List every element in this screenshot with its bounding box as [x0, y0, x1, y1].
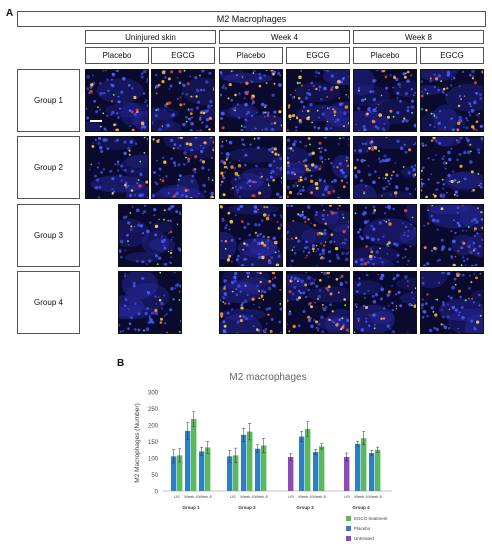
x-tick-label: Week 8 [368, 494, 382, 499]
y-tick-label: 50 [151, 473, 158, 479]
bar [361, 438, 367, 491]
legend-entry: EGCG treatment [354, 516, 388, 521]
x-tick-label: Week 4 [240, 494, 254, 499]
legend-swatch [346, 536, 351, 541]
bar [233, 455, 239, 491]
bar [313, 452, 319, 491]
micrograph-image [151, 69, 215, 132]
x-tick-label: US [344, 494, 350, 499]
group-row-label: Group 3 [17, 204, 80, 267]
bar [344, 457, 350, 491]
micrograph-image [420, 136, 484, 199]
x-tick-label: Week 4 [298, 494, 312, 499]
legend-entry: Untreated [354, 536, 374, 541]
y-tick-label: 100 [148, 456, 159, 462]
y-tick-label: 150 [148, 440, 159, 446]
bar [205, 447, 211, 491]
bar [288, 457, 294, 491]
legend-entry: Placebo [354, 526, 371, 531]
bar [185, 430, 191, 491]
panel-b-label: B [117, 358, 125, 369]
bar [319, 446, 325, 491]
bar [247, 431, 253, 491]
micrograph-image [85, 136, 149, 199]
bar [199, 451, 205, 491]
y-tick-label: 300 [148, 390, 159, 396]
treatment-header: Placebo [353, 47, 417, 64]
micrograph-image [118, 204, 182, 267]
treatment-header: EGCG [286, 47, 350, 64]
micrograph-image [353, 271, 417, 334]
group-label: Group 3 [296, 505, 314, 510]
micrograph-image [353, 136, 417, 199]
x-tick-label: US [288, 494, 294, 499]
group-row-label: Group 2 [17, 136, 80, 199]
group-label: Group 2 [238, 505, 256, 510]
treatment-header: Placebo [85, 47, 149, 64]
legend-swatch [346, 516, 351, 521]
timepoint-header: Week 4 [219, 30, 350, 44]
x-tick-label: Week 8 [254, 494, 268, 499]
x-tick-label: Week 8 [312, 494, 326, 499]
treatment-header: EGCG [151, 47, 215, 64]
y-axis-label: M2 Macrophages (Number) [134, 403, 141, 482]
bar [255, 448, 261, 491]
x-tick-label: US [230, 494, 236, 499]
timepoint-header: Week 8 [353, 30, 484, 44]
bar [355, 443, 361, 491]
micrograph-image [420, 69, 484, 132]
micrograph-image [286, 271, 350, 334]
bar [171, 456, 177, 491]
chart-title: M2 macrophages [229, 372, 306, 383]
timepoint-header: Uninjured skin [85, 30, 216, 44]
micrograph-image [353, 69, 417, 132]
group-label: Group 1 [182, 505, 200, 510]
micrograph-image [420, 271, 484, 334]
bar [177, 455, 183, 491]
x-tick-label: Week 8 [198, 494, 212, 499]
x-tick-label: US [174, 494, 180, 499]
group-row-label: Group 1 [17, 69, 80, 132]
micrograph-image [219, 136, 283, 199]
micrograph-image [286, 136, 350, 199]
bar [241, 434, 247, 491]
x-tick-label: Week 4 [184, 494, 198, 499]
micrograph-image [151, 136, 215, 199]
y-tick-label: 0 [155, 489, 159, 495]
group-row-label: Group 4 [17, 271, 80, 334]
y-tick-label: 200 [148, 423, 159, 429]
micrograph-image [286, 204, 350, 267]
x-tick-label: Week 4 [354, 494, 368, 499]
micrograph-image [420, 204, 484, 267]
bar [375, 449, 381, 491]
bar [369, 453, 375, 491]
y-tick-label: 250 [148, 407, 159, 413]
micrograph-image [286, 69, 350, 132]
bar [305, 428, 311, 491]
bar [299, 436, 305, 491]
micrograph-image [219, 271, 283, 334]
panel-a-label: A [6, 8, 14, 19]
bar [261, 445, 267, 491]
bar [227, 456, 233, 491]
micrograph-image [118, 271, 182, 334]
micrograph-image [219, 204, 283, 267]
micrograph-image [219, 69, 283, 132]
bar [191, 419, 197, 491]
micrograph-image [353, 204, 417, 267]
legend-swatch [346, 526, 351, 531]
treatment-header: EGCG [420, 47, 484, 64]
figure-title: M2 Macrophages [17, 11, 486, 27]
treatment-header: Placebo [219, 47, 283, 64]
micrograph-image [85, 69, 149, 132]
group-label: Group 4 [352, 505, 370, 510]
